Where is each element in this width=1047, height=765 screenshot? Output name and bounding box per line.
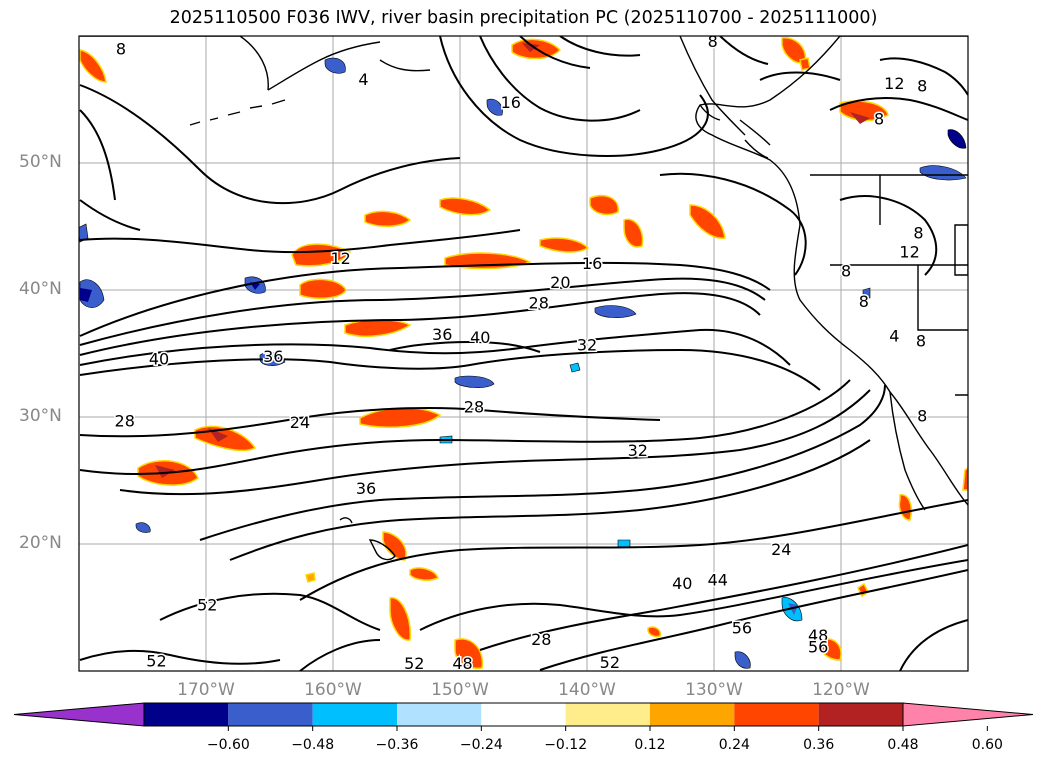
lon-tick-label: 120°W <box>812 680 870 700</box>
colorbar-segment <box>312 703 397 726</box>
contour-label: 36 <box>263 347 283 366</box>
colorbar-segment <box>734 703 819 726</box>
contour-label: 40 <box>149 349 169 368</box>
colorbar-segment <box>228 703 313 726</box>
contour-label: 36 <box>432 325 452 344</box>
contour-label: 8 <box>841 262 851 281</box>
contour-label: 20 <box>550 273 570 292</box>
colorbar-segment <box>481 703 566 726</box>
contour-label: 4 <box>889 326 899 345</box>
contour-label: 32 <box>577 335 597 354</box>
contour-label: 48 <box>452 654 472 673</box>
contour-label: 36 <box>356 479 376 498</box>
contour-label: 40 <box>470 328 490 347</box>
contour-label: 8 <box>874 109 884 128</box>
contour-label: 8 <box>913 224 923 243</box>
colorbar <box>13 702 1034 731</box>
contour-label: 32 <box>628 441 648 460</box>
contour-label: 44 <box>708 570 728 589</box>
contour-label: 48 <box>808 626 828 645</box>
contour-label: 8 <box>859 292 869 311</box>
colorbar-tick-label: 0.60 <box>971 737 1003 753</box>
negative-precipitation-shading <box>79 57 967 669</box>
contour-label: 12 <box>884 74 904 93</box>
colorbar-tick-label: 0.48 <box>887 737 919 753</box>
map-title: 2025110500 F036 IWV, river basin precipi… <box>169 8 878 28</box>
colorbar-frame <box>143 702 904 727</box>
contour-label: 8 <box>708 32 718 51</box>
colorbar-tick-label: −0.24 <box>459 737 503 753</box>
colorbar-segment <box>397 703 482 726</box>
colorbar-segment <box>818 703 903 726</box>
contour-label: 52 <box>404 654 424 673</box>
colorbar-segment <box>650 703 735 726</box>
contour-label: 28 <box>115 412 135 431</box>
colorbar-tick-label: −0.12 <box>544 737 588 753</box>
contour-label: 56 <box>808 638 828 657</box>
contour-label: 4 <box>358 70 368 89</box>
colorbar-tick-label: −0.48 <box>291 737 335 753</box>
iwv-contours <box>79 36 968 671</box>
colorbar-extend-low <box>13 702 145 727</box>
lat-tick-label: 40°N <box>19 279 62 299</box>
contour-label: 52 <box>197 596 217 615</box>
contour-label: 28 <box>464 398 484 417</box>
lat-tick-label: 30°N <box>19 406 62 426</box>
contour-label: 56 <box>732 619 752 638</box>
contour-label: 52 <box>146 652 166 671</box>
colorbar-segment <box>144 703 229 726</box>
colorbar-tick-label: 0.12 <box>634 737 666 753</box>
contour-label: 28 <box>529 293 549 312</box>
contour-label: 16 <box>582 254 602 273</box>
colorbar-tick-label: 0.24 <box>718 737 750 753</box>
colorbar-extend-high <box>902 702 1034 727</box>
colorbar-tick-label: 0.36 <box>803 737 835 753</box>
colorbar-tick-label: −0.60 <box>206 737 250 753</box>
map-frame <box>78 35 969 672</box>
contour-label: 40 <box>672 574 692 593</box>
contour-label: 8 <box>116 39 126 58</box>
lat-tick-label: 20°N <box>19 533 62 553</box>
contour-label: 12 <box>330 249 350 268</box>
colorbar-tick-label: −0.36 <box>375 737 419 753</box>
contour-label: 28 <box>531 630 551 649</box>
contour-label: 12 <box>899 243 919 262</box>
lon-tick-label: 160°W <box>304 680 362 700</box>
contour-label: 8 <box>916 332 926 351</box>
lon-tick-label: 130°W <box>685 680 743 700</box>
contour-label: 16 <box>501 93 521 112</box>
contour-label: 24 <box>290 413 310 432</box>
contour-label: 24 <box>771 540 791 559</box>
lon-tick-label: 140°W <box>558 680 616 700</box>
colorbar-segment <box>565 703 650 726</box>
lon-tick-label: 170°W <box>177 680 235 700</box>
lon-tick-label: 150°W <box>431 680 489 700</box>
lat-tick-label: 50°N <box>19 152 62 172</box>
contour-label: 52 <box>600 653 620 672</box>
contour-label: 8 <box>917 407 927 426</box>
contour-label: 8 <box>917 76 927 95</box>
